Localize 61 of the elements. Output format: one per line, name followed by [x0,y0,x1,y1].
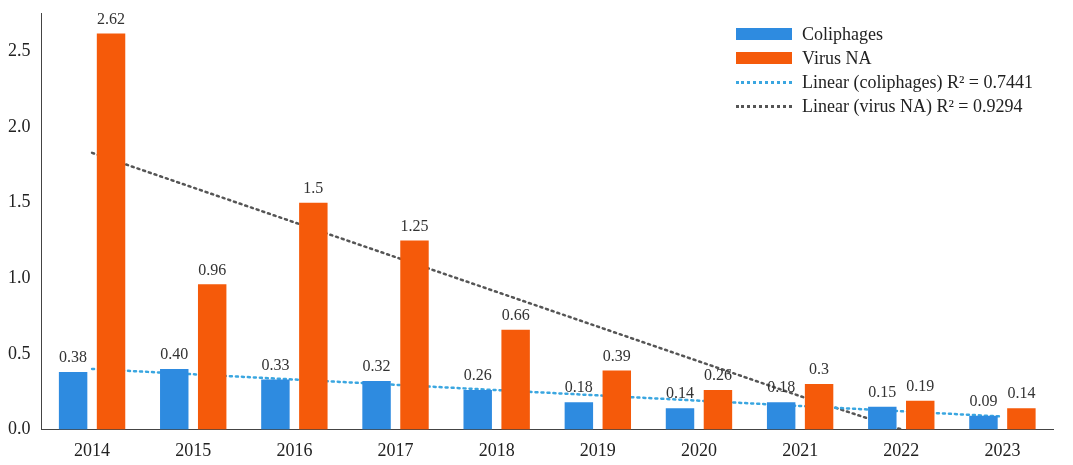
bar [463,390,492,430]
data-label: 0.26 [463,366,492,384]
data-label: 0.40 [160,345,189,363]
x-tick-label: 2023 [984,439,1021,460]
bar [299,202,328,430]
y-tick-label: 0.0 [8,418,31,439]
bar [564,402,594,430]
data-label: 0.14 [666,384,695,402]
y-tick-label: 0.5 [8,342,31,363]
data-label: 1.25 [400,216,429,234]
data-label: 0.18 [564,378,593,396]
bar [96,33,126,430]
bar [969,415,998,430]
bar [665,408,695,430]
y-tick-label: 1.5 [8,191,31,212]
x-tick-label: 2016 [276,439,313,460]
line-series [90,151,903,430]
bar [804,384,834,430]
data-label: 0.96 [198,260,227,278]
legend-label: Virus NA [802,47,872,70]
data-label: 0.38 [59,348,88,366]
bar [197,284,227,430]
bar [261,379,290,430]
data-label: 0.09 [969,392,998,409]
y-tick-label: 2.0 [8,115,31,136]
x-tick-label: 2021 [782,439,819,460]
data-label: 2.62 [97,9,126,27]
data-label: 0.33 [261,355,290,373]
bar [766,402,796,430]
x-tick-label: 2020 [680,439,717,460]
x-tick-label: 2022 [883,439,920,460]
bar [362,381,391,430]
bar [400,240,429,430]
data-label: 1.5 [303,178,324,196]
bar [868,406,897,430]
data-label: 0.39 [602,346,631,364]
x-tick-label: 2014 [74,439,111,460]
x-tick-label: 2019 [579,439,616,460]
data-label: 0.32 [362,357,391,375]
legend-label: Linear (coliphages) R² = 0.7441 [802,71,1033,94]
data-label: 0.18 [767,378,796,396]
bar [160,368,189,430]
x-tick-label: 2018 [478,439,515,460]
x-tick-label: 2015 [175,439,212,460]
legend-label: Linear (virus NA) R² = 0.9294 [802,95,1023,118]
bar [58,371,88,430]
bar [1007,408,1036,430]
x-tick-label: 2017 [377,439,414,460]
y-tick-label: 2.5 [8,40,31,61]
bar [602,370,632,430]
y-tick-label: 1.0 [8,267,31,288]
data-label: 0.66 [501,305,530,323]
legend-label: Coliphages [802,23,883,46]
bar [906,400,935,430]
data-label: 0.19 [906,376,935,394]
data-label: 0.3 [809,360,830,378]
bar [501,329,530,430]
bar [703,390,733,430]
data-label: 0.15 [868,382,897,400]
data-label: 0.14 [1007,384,1036,402]
data-label: 0.26 [703,366,732,384]
